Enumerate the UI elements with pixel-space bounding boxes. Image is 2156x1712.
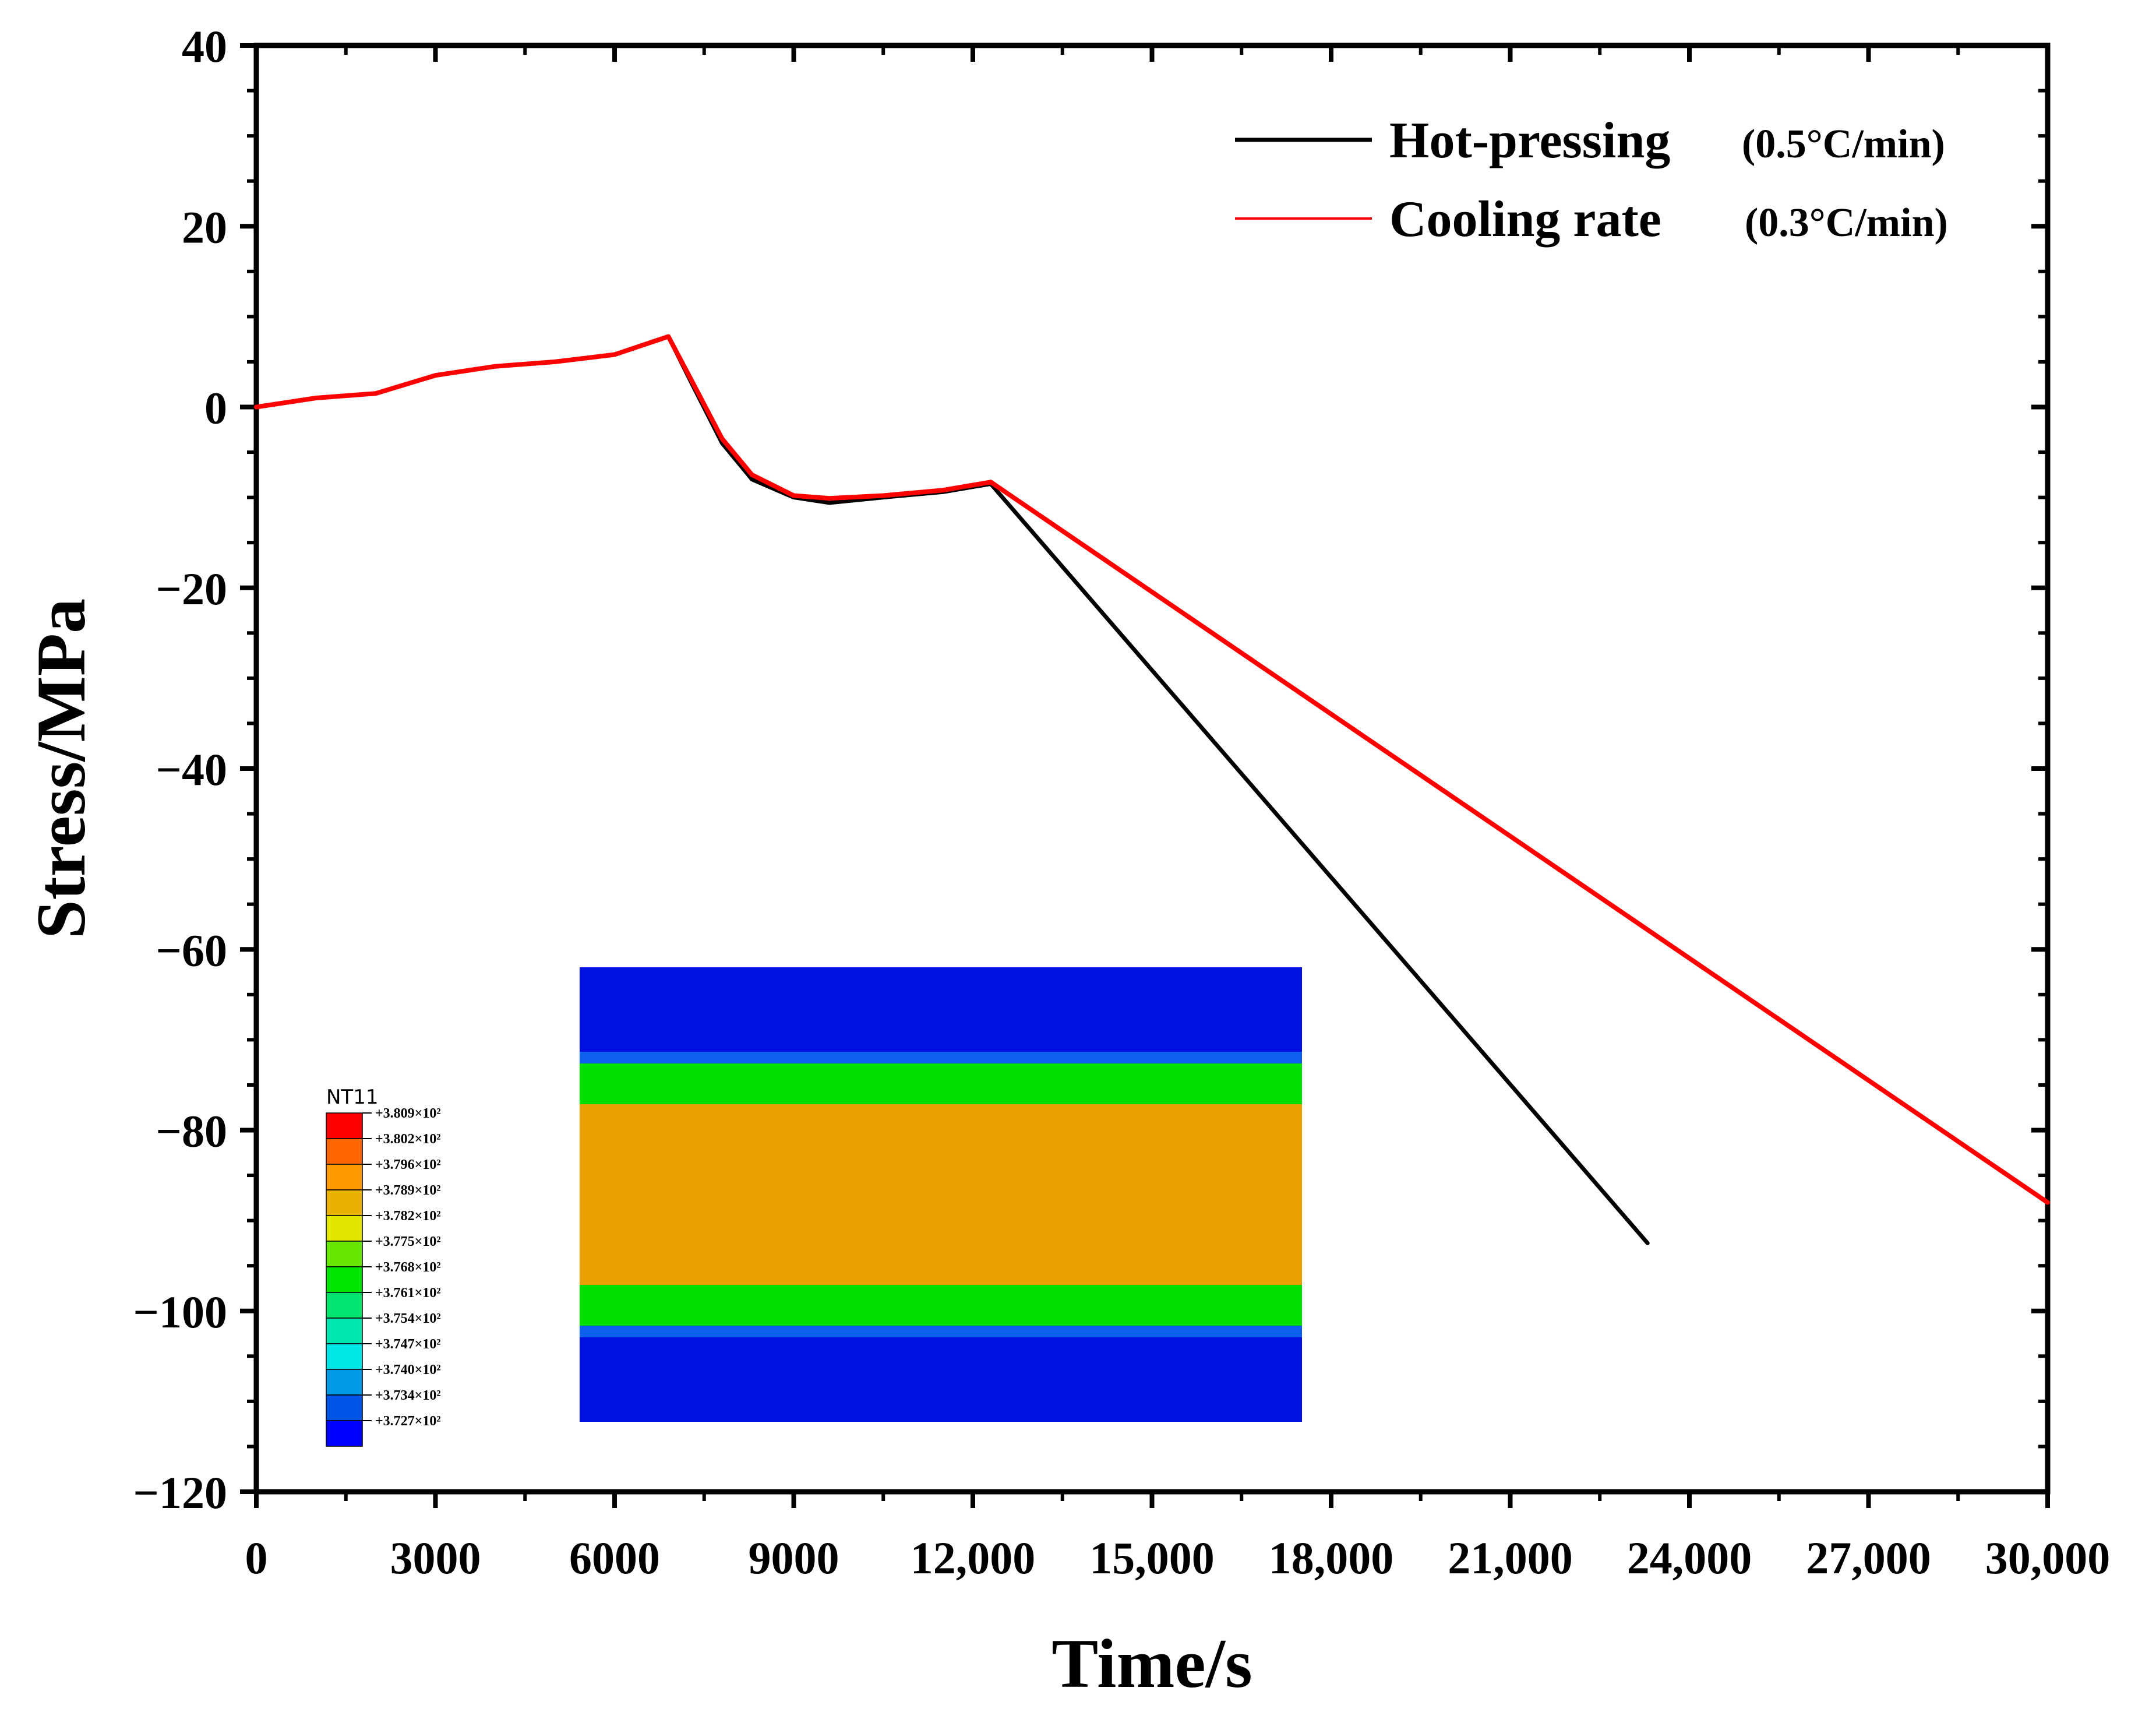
legend-detail-1: (0.3°C/min) xyxy=(1745,200,1948,245)
x-tick-label: 12,000 xyxy=(911,1533,1036,1583)
contour-band xyxy=(580,1337,1302,1422)
y-tick-label: −120 xyxy=(133,1467,227,1518)
colorbar-swatch xyxy=(326,1266,363,1293)
colorbar-swatch xyxy=(326,1164,363,1190)
x-tick-label: 3000 xyxy=(390,1533,481,1583)
colorbar-swatch xyxy=(326,1292,363,1319)
colorbar-label: +3.789×10² xyxy=(375,1183,441,1198)
colorbar-swatch xyxy=(326,1318,363,1344)
contour-band xyxy=(580,1104,1302,1285)
colorbar-label: +3.802×10² xyxy=(375,1132,441,1147)
x-tick-label: 18,000 xyxy=(1269,1533,1394,1583)
x-axis-title: Time/s xyxy=(1051,1625,1252,1702)
x-tick-label: 15,000 xyxy=(1089,1533,1215,1583)
colorbar-label: +3.740×10² xyxy=(375,1362,441,1378)
colorbar-swatch xyxy=(326,1215,363,1242)
colorbar-swatch xyxy=(326,1420,363,1447)
y-axis-title: Stress/MPa xyxy=(22,598,100,939)
colorbar-swatch xyxy=(326,1241,363,1267)
series-line-1 xyxy=(254,334,2050,1205)
x-tick-label: 30,000 xyxy=(1985,1533,2111,1583)
y-tick-label: −40 xyxy=(156,744,227,795)
y-tick-label: 20 xyxy=(182,202,227,252)
colorbar-label: +3.727×10² xyxy=(375,1414,441,1429)
y-tick-label: 40 xyxy=(182,21,227,72)
contour-band xyxy=(580,1285,1302,1326)
colorbar-label: +3.768×10² xyxy=(375,1260,441,1275)
x-tick-label: 21,000 xyxy=(1448,1533,1573,1583)
colorbar-label: +3.754×10² xyxy=(375,1311,441,1326)
x-tick-label: 27,000 xyxy=(1806,1533,1931,1583)
axes-layer: 0 3000 6000 9000 12,000 15,000 18,000 21,000 24,… xyxy=(22,21,2110,1702)
x-tick-label: 0 xyxy=(245,1533,268,1583)
colorbar-title: NT11 xyxy=(326,1086,378,1109)
x-tick-label: 9000 xyxy=(749,1533,839,1583)
colorbar-label: +3.796×10² xyxy=(375,1157,441,1172)
y-tick-label: −20 xyxy=(156,563,227,614)
colorbar-label: +3.809×10² xyxy=(375,1106,441,1121)
legend-detail-0: (0.5°C/min) xyxy=(1742,122,1945,167)
colorbar-label: +3.734×10² xyxy=(375,1388,441,1403)
colorbar-swatch xyxy=(326,1112,363,1139)
series-layer xyxy=(254,334,2050,1245)
legend-label-0: Hot-pressing xyxy=(1389,112,1670,169)
x-tick-label: 6000 xyxy=(569,1533,660,1583)
contour-band xyxy=(580,1052,1302,1063)
contour-band xyxy=(580,967,1302,1052)
contour-band xyxy=(580,1326,1302,1337)
legend-label-1: Cooling rate xyxy=(1389,191,1661,248)
colorbar-label: +3.761×10² xyxy=(375,1285,441,1301)
colorbar-swatch xyxy=(326,1138,363,1165)
colorbar-swatch xyxy=(326,1189,363,1216)
y-tick-label: −80 xyxy=(156,1106,227,1157)
colorbar-swatch xyxy=(326,1394,363,1421)
y-tick-label: −100 xyxy=(133,1287,227,1337)
colorbar-swatch xyxy=(326,1343,363,1370)
colorbar-swatch xyxy=(326,1369,363,1396)
contour-band xyxy=(580,1063,1302,1104)
colorbar-label: +3.782×10² xyxy=(375,1209,441,1224)
legend: Hot-pressing (0.5°C/min) Cooling rate (0.3°… xyxy=(1235,112,1948,248)
colorbar-label: +3.747×10² xyxy=(375,1337,441,1352)
inset-layer: NT11+3.809×10² +3.802×10² +3.796×10² +3.789… xyxy=(326,967,1302,1447)
colorbar-label: +3.775×10² xyxy=(375,1234,441,1249)
x-tick-label: 24,000 xyxy=(1627,1533,1752,1583)
y-tick-label: 0 xyxy=(204,383,227,434)
y-tick-label: −60 xyxy=(156,925,227,975)
